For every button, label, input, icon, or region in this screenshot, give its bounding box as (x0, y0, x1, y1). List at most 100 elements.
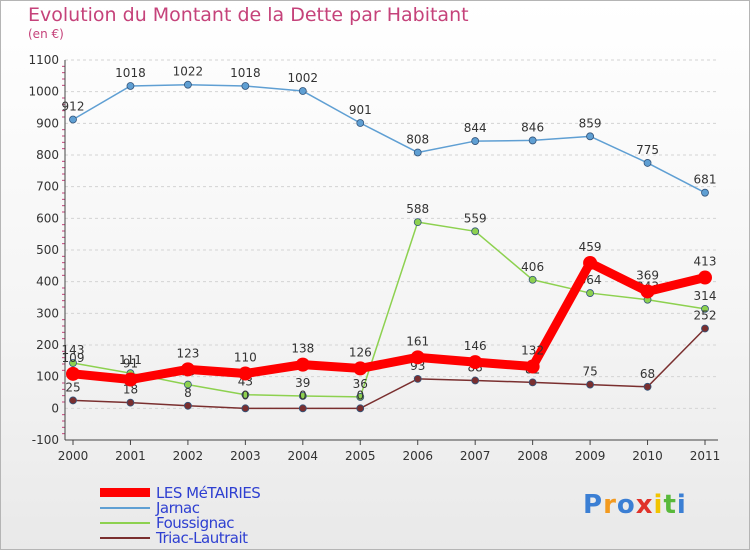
data-point (583, 255, 598, 270)
data-point (298, 87, 307, 95)
legend-label: LES MéTAIRIES (156, 483, 261, 502)
data-label: 111 (119, 353, 142, 367)
data-point (356, 119, 365, 127)
y-tick-label: 400 (36, 275, 59, 289)
data-point (241, 82, 250, 90)
legend-label: Foussignac (156, 513, 235, 532)
legend-swatch (100, 521, 150, 524)
data-point (298, 404, 307, 413)
data-label: 18 (123, 383, 138, 397)
data-point (471, 137, 480, 145)
data-point (586, 380, 594, 389)
y-tick-label: -100 (32, 433, 59, 447)
legend-label: Jarnac (156, 498, 200, 517)
data-label: 912 (62, 100, 85, 114)
data-point (126, 398, 135, 407)
data-point (525, 359, 540, 374)
chart-legend: LES MéTAIRIES Jarnac Foussignac Triac-Lautr… (100, 483, 261, 547)
proxiti-logo: Proxiti (583, 490, 687, 520)
data-point (528, 136, 537, 145)
data-point (471, 376, 480, 385)
data-point (184, 380, 192, 389)
y-tick-label: 1100 (28, 53, 59, 67)
legend-label: Triac-Lautrait (156, 528, 248, 547)
data-point (241, 390, 250, 399)
data-label: 25 (65, 380, 80, 394)
data-label: 775 (636, 143, 659, 157)
data-label: 559 (464, 211, 487, 225)
data-label: 808 (406, 132, 429, 146)
logo-letter: i (653, 490, 664, 520)
data-point (413, 148, 422, 157)
data-point (586, 132, 594, 141)
data-point (180, 362, 195, 377)
data-label: 252 (694, 309, 717, 323)
data-label: 369 (636, 268, 659, 282)
data-point (698, 270, 712, 285)
series-line (72, 258, 707, 385)
y-tick-label: 900 (36, 116, 59, 130)
data-label: 161 (406, 334, 429, 348)
data-label: 68 (640, 367, 655, 381)
x-tick-label: 2003 (230, 449, 261, 463)
data-label: 681 (694, 173, 717, 187)
data-point (69, 396, 77, 405)
logo-letter: i (676, 490, 687, 520)
data-label: 1018 (230, 66, 261, 80)
series-line (72, 328, 706, 410)
data-label: 901 (349, 103, 372, 117)
y-tick-label: 700 (36, 180, 59, 194)
data-point (701, 304, 709, 313)
x-tick-label: 2006 (402, 449, 433, 463)
x-tick-label: 2001 (115, 449, 146, 463)
data-point (353, 361, 368, 376)
x-tick-label: 2008 (517, 449, 548, 463)
data-label: 859 (579, 116, 602, 130)
y-tick-label: 600 (36, 211, 59, 225)
y-tick-label: 500 (36, 243, 59, 257)
data-label: 39 (295, 376, 310, 390)
data-point (471, 227, 480, 236)
logo-letter: x (635, 490, 654, 520)
legend-swatch (100, 488, 150, 497)
chart-title: Evolution du Montant de la Dette par Hab… (28, 4, 469, 26)
y-tick-label: 1000 (28, 85, 59, 99)
x-tick-label: 2002 (173, 449, 204, 463)
data-label: 846 (521, 120, 544, 134)
data-point (184, 80, 192, 89)
data-point (126, 82, 135, 90)
data-point (184, 401, 192, 410)
legend-swatch (100, 536, 150, 539)
data-point (701, 188, 709, 197)
x-tick-label: 2000 (58, 449, 89, 463)
legend-item: LES MéTAIRIES (100, 483, 261, 502)
data-point (356, 404, 365, 413)
data-point (123, 372, 138, 387)
y-tick-label: 0 (51, 401, 59, 415)
y-tick-label: 800 (36, 148, 59, 162)
x-tick-label: 2011 (690, 449, 721, 463)
data-label: 123 (176, 346, 199, 360)
data-point (410, 350, 425, 365)
x-tick-label: 2010 (632, 449, 663, 463)
data-label: 8 (184, 386, 192, 400)
data-point (643, 159, 652, 167)
data-label: 0 (356, 388, 364, 402)
data-point (413, 374, 422, 383)
data-point (528, 378, 537, 387)
y-tick-label: 100 (36, 370, 59, 384)
data-label: 459 (579, 240, 602, 254)
data-point (640, 284, 655, 299)
data-label: 146 (464, 339, 487, 353)
data-point (69, 359, 77, 367)
data-point (241, 404, 250, 413)
data-label: 1002 (288, 71, 319, 85)
data-point (356, 393, 365, 401)
data-label: 126 (349, 345, 372, 359)
data-label: 138 (291, 342, 314, 356)
data-label: 844 (464, 121, 487, 135)
y-tick-label: 200 (36, 338, 59, 352)
data-point (701, 324, 709, 333)
data-label: 314 (694, 289, 717, 303)
